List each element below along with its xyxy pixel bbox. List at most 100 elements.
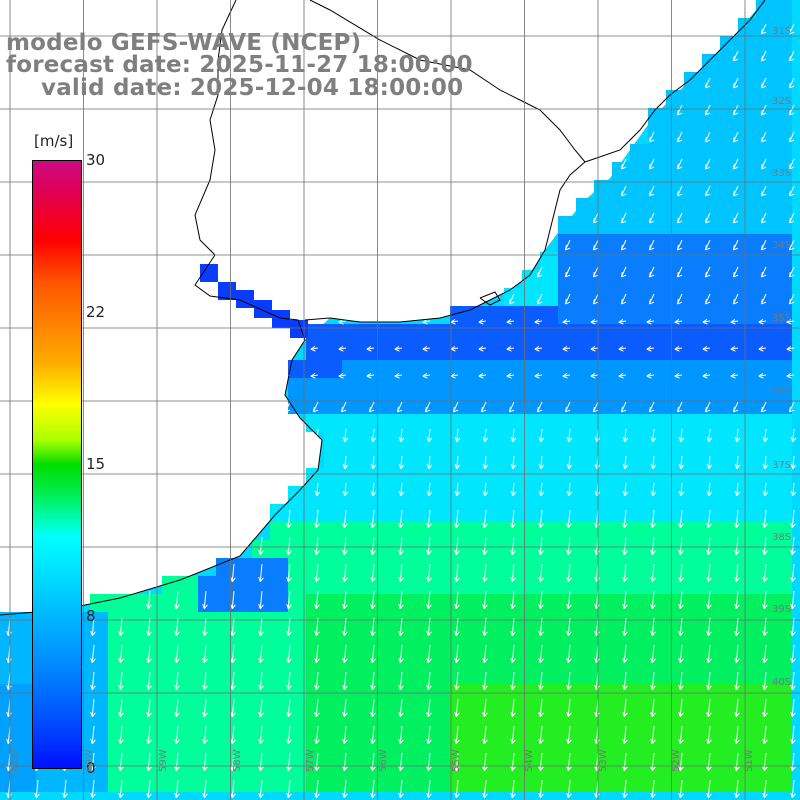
wind-cell xyxy=(558,594,576,612)
wind-arrow-head xyxy=(231,712,236,718)
wind-arrow-head xyxy=(511,577,516,583)
wind-arrow xyxy=(618,374,627,377)
wind-cell xyxy=(612,234,630,252)
wind-arrow-head xyxy=(426,792,429,798)
wind-cell xyxy=(450,594,468,612)
wind-cell xyxy=(630,252,648,270)
wind-cell xyxy=(486,576,504,594)
wind-arrow xyxy=(763,644,767,663)
wind-arrow xyxy=(707,752,711,771)
wind-cell xyxy=(360,468,378,486)
wind-arrow xyxy=(455,563,459,582)
wind-cell xyxy=(720,324,738,342)
wind-arrow-head xyxy=(562,345,568,350)
wind-arrow xyxy=(338,347,347,350)
wind-arrow xyxy=(651,509,655,528)
wind-arrow-head xyxy=(315,658,320,664)
wind-arrow-head xyxy=(478,318,484,323)
wind-arrow-head xyxy=(310,372,316,377)
wind-arrow-head xyxy=(761,247,767,251)
wind-arrow-head xyxy=(538,792,541,798)
wind-arrow-head xyxy=(509,409,515,413)
wind-arrow-head xyxy=(287,739,292,745)
wind-cell xyxy=(18,666,36,684)
wind-cell xyxy=(414,666,432,684)
wind-arrow-head xyxy=(789,112,795,116)
wind-arrow-head xyxy=(398,490,402,496)
wind-arrow xyxy=(730,347,739,350)
wind-cell xyxy=(666,774,684,792)
wind-arrow xyxy=(287,725,291,744)
wind-arrow-head xyxy=(455,577,460,583)
wind-arrow xyxy=(315,671,319,690)
wind-arrow xyxy=(590,374,599,377)
wind-arrow-head xyxy=(398,436,402,442)
wind-cell xyxy=(216,720,234,738)
wind-cell xyxy=(144,702,162,720)
wind-arrow-head xyxy=(566,463,570,469)
wind-arrow-head xyxy=(762,463,766,469)
wind-arrow-head xyxy=(482,765,485,771)
wind-arrow-head xyxy=(370,792,373,798)
wind-arrow-head xyxy=(258,684,261,690)
wind-cell xyxy=(288,486,306,504)
wind-arrow-head xyxy=(286,603,289,609)
wind-cell xyxy=(108,666,126,684)
wind-cell xyxy=(252,576,270,594)
wind-arrow xyxy=(792,455,795,469)
wind-arrow xyxy=(427,644,431,663)
wind-cell xyxy=(612,540,630,558)
wind-arrow-head xyxy=(620,217,623,224)
wind-arrow xyxy=(175,698,179,717)
wind-cell xyxy=(252,630,270,648)
wind-arrow-head xyxy=(707,739,712,745)
wind-cell xyxy=(504,360,522,378)
wind-arrow-head xyxy=(760,163,763,170)
wind-arrow-head xyxy=(567,739,572,745)
wind-arrow-head xyxy=(762,522,765,528)
wind-cell xyxy=(720,342,738,360)
wind-arrow-head xyxy=(287,685,292,691)
wind-arrow-head xyxy=(146,630,149,636)
wind-arrow xyxy=(539,590,543,609)
wind-cell xyxy=(486,342,504,360)
wind-cell xyxy=(252,738,270,756)
wind-arrow xyxy=(679,644,683,663)
wind-cell xyxy=(738,522,756,540)
wind-cell xyxy=(414,432,432,450)
wind-arrow xyxy=(735,671,739,690)
wind-arrow-head xyxy=(370,684,373,690)
wind-arrow-head xyxy=(792,491,797,497)
wind-arrow-head xyxy=(702,345,708,350)
wind-cell xyxy=(468,666,486,684)
wind-arrow-head xyxy=(761,139,767,143)
wind-arrow xyxy=(344,482,347,496)
wind-arrow-head xyxy=(730,348,736,352)
wind-arrow-head xyxy=(455,523,460,529)
wind-arrow-head xyxy=(789,58,795,62)
wind-cell xyxy=(216,648,234,666)
wind-arrow-head xyxy=(203,631,208,637)
wind-cell xyxy=(774,198,792,216)
wind-arrow-head xyxy=(593,301,599,305)
wind-arrow-head xyxy=(483,793,488,799)
wind-cell xyxy=(468,378,486,396)
wind-cell xyxy=(288,756,306,774)
wind-arrow-head xyxy=(398,738,401,744)
wind-cell xyxy=(738,360,756,378)
wind-cell xyxy=(774,216,792,234)
wind-arrow xyxy=(399,563,403,582)
wind-arrow xyxy=(792,482,795,496)
wind-arrow-head xyxy=(651,793,656,799)
wind-cell xyxy=(594,324,612,342)
wind-cell xyxy=(702,414,720,432)
wind-arrow-head xyxy=(90,711,93,717)
wind-arrow xyxy=(203,779,207,798)
wind-arrow xyxy=(455,536,459,555)
wind-arrow-head xyxy=(537,409,543,413)
wind-arrow-head xyxy=(91,739,96,745)
wind-cell xyxy=(666,576,684,594)
wind-arrow-head xyxy=(231,577,236,583)
wind-arrow-head xyxy=(652,437,657,443)
wind-cell xyxy=(414,774,432,792)
